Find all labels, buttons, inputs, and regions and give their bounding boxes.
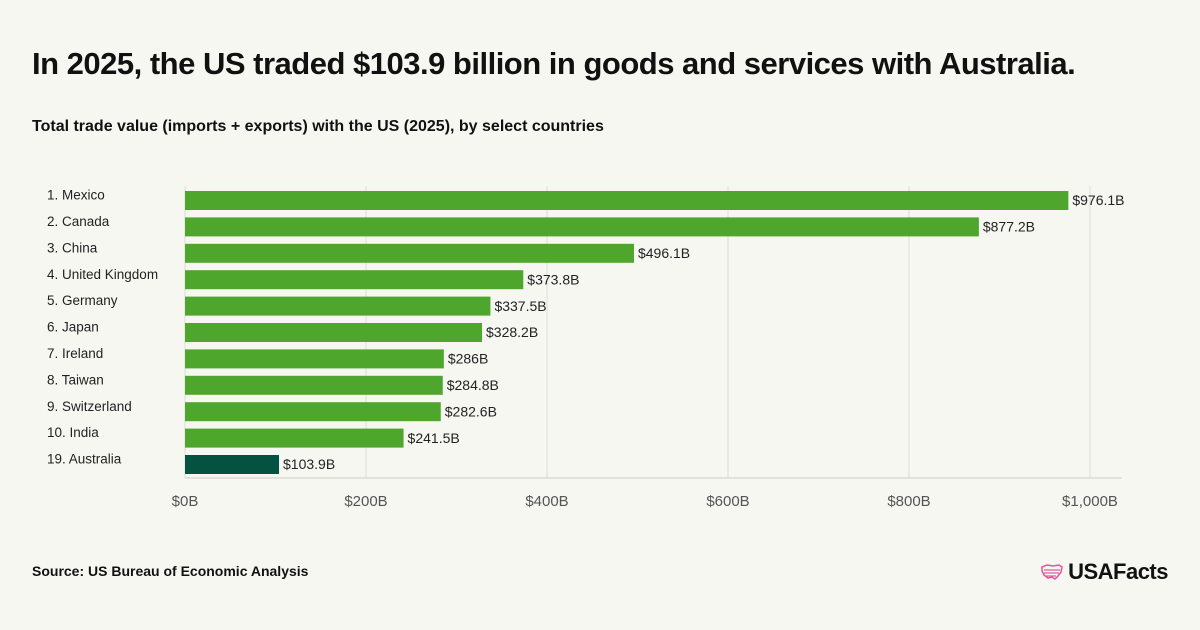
bar	[185, 428, 404, 448]
data-label: $103.9B	[283, 456, 335, 472]
category-label: 10. India	[47, 425, 99, 440]
x-tick-label: $600B	[706, 493, 749, 510]
data-label: $284.8B	[447, 377, 499, 393]
category-label: 1. Mexico	[47, 188, 105, 203]
data-label: $877.2B	[983, 219, 1035, 235]
data-label: $373.8B	[527, 271, 579, 287]
bar	[185, 243, 634, 263]
bar	[185, 296, 491, 316]
x-tick-label: $400B	[525, 493, 568, 510]
x-tick-label: $0B	[172, 493, 199, 510]
logo-text: USAFacts	[1068, 559, 1168, 584]
data-label: $337.5B	[494, 298, 546, 314]
bar	[185, 375, 443, 395]
category-label: 8. Taiwan	[47, 372, 104, 387]
chart-subtitle: Total trade value (imports + exports) wi…	[32, 118, 604, 135]
data-label: $286B	[448, 351, 488, 367]
category-label: 6. Japan	[47, 320, 99, 335]
source-note: Source: US Bureau of Economic Analysis	[32, 563, 309, 579]
bar	[185, 270, 524, 290]
bar	[185, 455, 280, 474]
bar	[185, 217, 979, 237]
category-label: 5. Germany	[47, 293, 118, 308]
x-tick-label: $1,000B	[1062, 493, 1118, 510]
category-label: 7. Ireland	[47, 346, 103, 361]
usafacts-logo: USAFacts	[1040, 559, 1168, 585]
data-label: $496.1B	[638, 245, 690, 261]
data-label: $976.1B	[1072, 192, 1124, 208]
bar	[185, 349, 444, 369]
data-label: $328.2B	[486, 324, 538, 340]
x-tick-label: $200B	[344, 493, 387, 510]
category-label: 9. Switzerland	[47, 399, 132, 414]
bar	[185, 323, 483, 342]
us-flag-map-icon	[1041, 564, 1063, 580]
category-label: 3. China	[47, 240, 98, 255]
x-tick-label: $800B	[887, 493, 930, 510]
bar	[185, 402, 441, 422]
category-label: 4. United Kingdom	[47, 267, 158, 282]
bar	[185, 191, 1069, 210]
chart-title: In 2025, the US traded $103.9 billion in…	[32, 46, 1076, 81]
category-label: 2. Canada	[47, 214, 110, 229]
category-label: 19. Australia	[47, 452, 122, 467]
data-label: $241.5B	[408, 430, 460, 446]
data-label: $282.6B	[445, 403, 497, 419]
